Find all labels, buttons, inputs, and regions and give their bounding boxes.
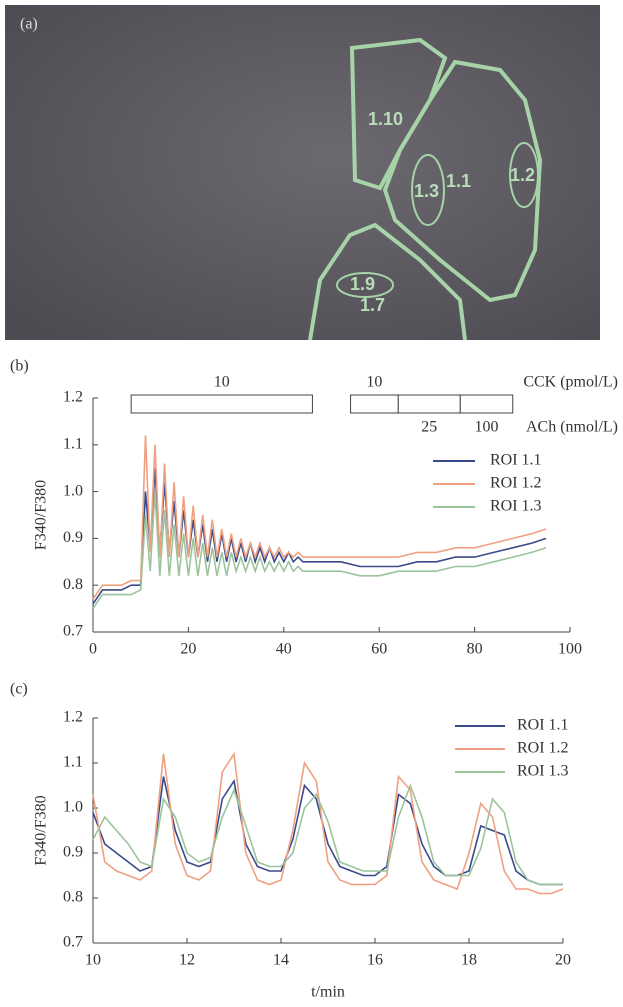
y-tick-label: 0.9 bbox=[63, 844, 83, 861]
legend-label: ROI 1.2 bbox=[490, 475, 542, 492]
roi-outline bbox=[336, 272, 394, 298]
y-tick-label: 1.0 bbox=[63, 799, 83, 816]
y-tick-label: 0.7 bbox=[63, 623, 83, 640]
stimulus-bar bbox=[350, 394, 399, 414]
x-tick-label: 100 bbox=[558, 641, 582, 658]
x-tick-label: 12 bbox=[179, 952, 195, 969]
stimulus-name: ACh (nmol/L) bbox=[526, 419, 618, 436]
series-line bbox=[92, 776, 563, 886]
x-tick-label: 0 bbox=[89, 641, 97, 658]
series-line bbox=[92, 491, 547, 610]
x-tick-label: 16 bbox=[367, 952, 383, 969]
y-tick-label: 1.1 bbox=[63, 435, 83, 452]
legend-label: ROI 1.2 bbox=[517, 740, 569, 757]
legend-label: ROI 1.1 bbox=[490, 452, 542, 469]
x-tick-label: 18 bbox=[461, 952, 477, 969]
stimulus-name: CCK (pmol/L) bbox=[523, 374, 618, 391]
stimulus-bar bbox=[130, 394, 313, 414]
x-tick-label: 40 bbox=[276, 641, 292, 658]
roi-outline bbox=[411, 154, 445, 226]
roi-label: 1.3 bbox=[414, 181, 439, 201]
legend-label: ROI 1.1 bbox=[517, 717, 569, 734]
x-axis-label: t/min bbox=[311, 984, 345, 1001]
y-tick-label: 0.7 bbox=[63, 934, 83, 951]
x-tick-label: 20 bbox=[555, 952, 571, 969]
y-tick-label: 0.9 bbox=[63, 529, 83, 546]
image bbox=[5, 5, 600, 340]
x-tick-label: 20 bbox=[180, 641, 196, 658]
y-tick-label: 1.2 bbox=[63, 389, 83, 406]
micrograph: (a) 1.10 1.1 1.3 1.2 1.9 1.7 bbox=[5, 5, 600, 341]
roi-label: 1.2 bbox=[510, 165, 535, 185]
stimulus-bar bbox=[397, 394, 461, 414]
y-tick-label: 1.0 bbox=[63, 482, 83, 499]
roi-label: 1.7 bbox=[360, 295, 385, 315]
stimulus-bar bbox=[459, 394, 514, 414]
roi-outline bbox=[382, 59, 543, 303]
y-axis-label: F340/F380 bbox=[33, 480, 50, 550]
roi-label: 1.1 bbox=[446, 171, 471, 191]
legend-label: ROI 1.3 bbox=[517, 763, 569, 780]
stimulus-label: 25 bbox=[421, 419, 437, 436]
stimulus-label: 10 bbox=[366, 374, 382, 391]
y-tick-label: 1.1 bbox=[63, 754, 83, 771]
panel-label: (c) bbox=[10, 681, 28, 698]
roi-label: 1.9 bbox=[350, 274, 375, 294]
x-tick-label: 14 bbox=[273, 952, 289, 969]
y-tick-label: 0.8 bbox=[63, 576, 83, 593]
stimulus-label: 100 bbox=[475, 419, 499, 436]
y-tick-label: 1.2 bbox=[63, 709, 83, 726]
legend-label: ROI 1.3 bbox=[490, 498, 542, 515]
roi-label: 1.10 bbox=[368, 109, 403, 129]
roi-outline bbox=[308, 222, 467, 341]
roi-outline bbox=[509, 142, 539, 208]
series-line bbox=[92, 783, 563, 886]
y-tick-label: 0.8 bbox=[63, 889, 83, 906]
x-tick-label: 80 bbox=[467, 641, 483, 658]
y-axis-label: F340/F380 bbox=[33, 795, 50, 865]
x-tick-label: 60 bbox=[371, 641, 387, 658]
stimulus-label: 10 bbox=[214, 374, 230, 391]
panel-label: (b) bbox=[10, 358, 29, 375]
panel-label: (a) bbox=[20, 16, 38, 33]
x-tick-label: 10 bbox=[85, 952, 101, 969]
series-line bbox=[92, 435, 547, 600]
series-line bbox=[92, 751, 564, 895]
